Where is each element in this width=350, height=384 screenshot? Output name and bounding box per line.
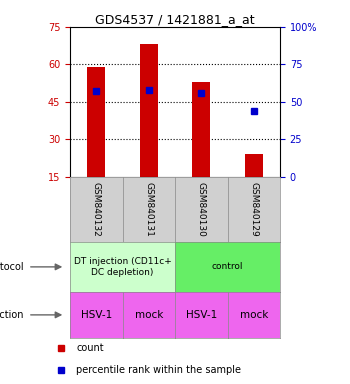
Text: GSM840131: GSM840131 xyxy=(144,182,153,237)
Text: infection: infection xyxy=(0,310,23,320)
Bar xyxy=(245,154,263,177)
Text: GSM840130: GSM840130 xyxy=(197,182,206,237)
Text: GSM840132: GSM840132 xyxy=(92,182,101,237)
Text: control: control xyxy=(212,262,243,271)
Text: HSV-1: HSV-1 xyxy=(80,310,112,320)
Text: GSM840129: GSM840129 xyxy=(249,182,258,237)
Bar xyxy=(87,67,105,177)
Text: count: count xyxy=(76,343,104,354)
Text: protocol: protocol xyxy=(0,262,23,272)
Text: mock: mock xyxy=(239,310,268,320)
Bar xyxy=(140,44,158,177)
Bar xyxy=(192,82,210,177)
Text: DT injection (CD11c+
DC depletion): DT injection (CD11c+ DC depletion) xyxy=(74,257,172,276)
Text: mock: mock xyxy=(134,310,163,320)
Text: percentile rank within the sample: percentile rank within the sample xyxy=(76,364,241,375)
Text: HSV-1: HSV-1 xyxy=(186,310,217,320)
Title: GDS4537 / 1421881_a_at: GDS4537 / 1421881_a_at xyxy=(95,13,255,26)
